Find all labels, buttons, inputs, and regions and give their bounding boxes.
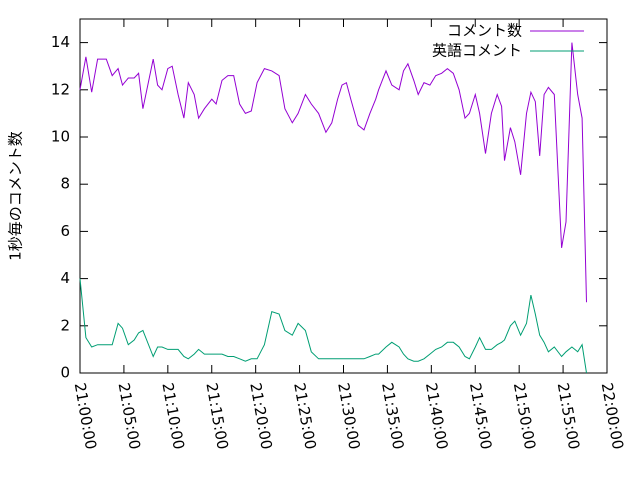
- x-tick-label: 21:55:00: [554, 381, 583, 450]
- x-tick-label: 21:05:00: [115, 381, 144, 450]
- legend-label: 英語コメント: [432, 42, 522, 60]
- data-line: [79, 42, 587, 303]
- y-tick-label: 10: [51, 128, 70, 146]
- x-tick-label: 21:50:00: [510, 381, 539, 450]
- x-tick-label: 21:35:00: [378, 381, 407, 450]
- x-tick-label: 21:00:00: [71, 381, 100, 450]
- y-tick-label: 8: [60, 175, 70, 193]
- x-tick-label: 21:15:00: [202, 381, 231, 450]
- legend-label: コメント数: [447, 22, 522, 40]
- y-tick-label: 0: [60, 364, 70, 382]
- y-tick-label: 14: [51, 33, 70, 51]
- x-tick-label: 21:10:00: [158, 381, 187, 450]
- y-tick-label: 4: [60, 269, 70, 287]
- x-tick-label: 21:25:00: [290, 381, 319, 450]
- data-line: [79, 278, 587, 374]
- x-tick-label: 21:30:00: [334, 381, 363, 450]
- x-tick-label: 21:20:00: [246, 381, 275, 450]
- y-tick-label: 2: [60, 316, 70, 334]
- y-tick-label: 6: [60, 222, 70, 240]
- x-tick-label: 21:45:00: [466, 381, 495, 450]
- y-axis-label: 1秒毎のコメント数: [7, 131, 25, 261]
- y-tick-label: 12: [51, 80, 70, 98]
- x-tick-label: 22:00:00: [598, 381, 627, 450]
- x-tick-label: 21:40:00: [422, 381, 451, 450]
- plot-frame: [79, 18, 608, 374]
